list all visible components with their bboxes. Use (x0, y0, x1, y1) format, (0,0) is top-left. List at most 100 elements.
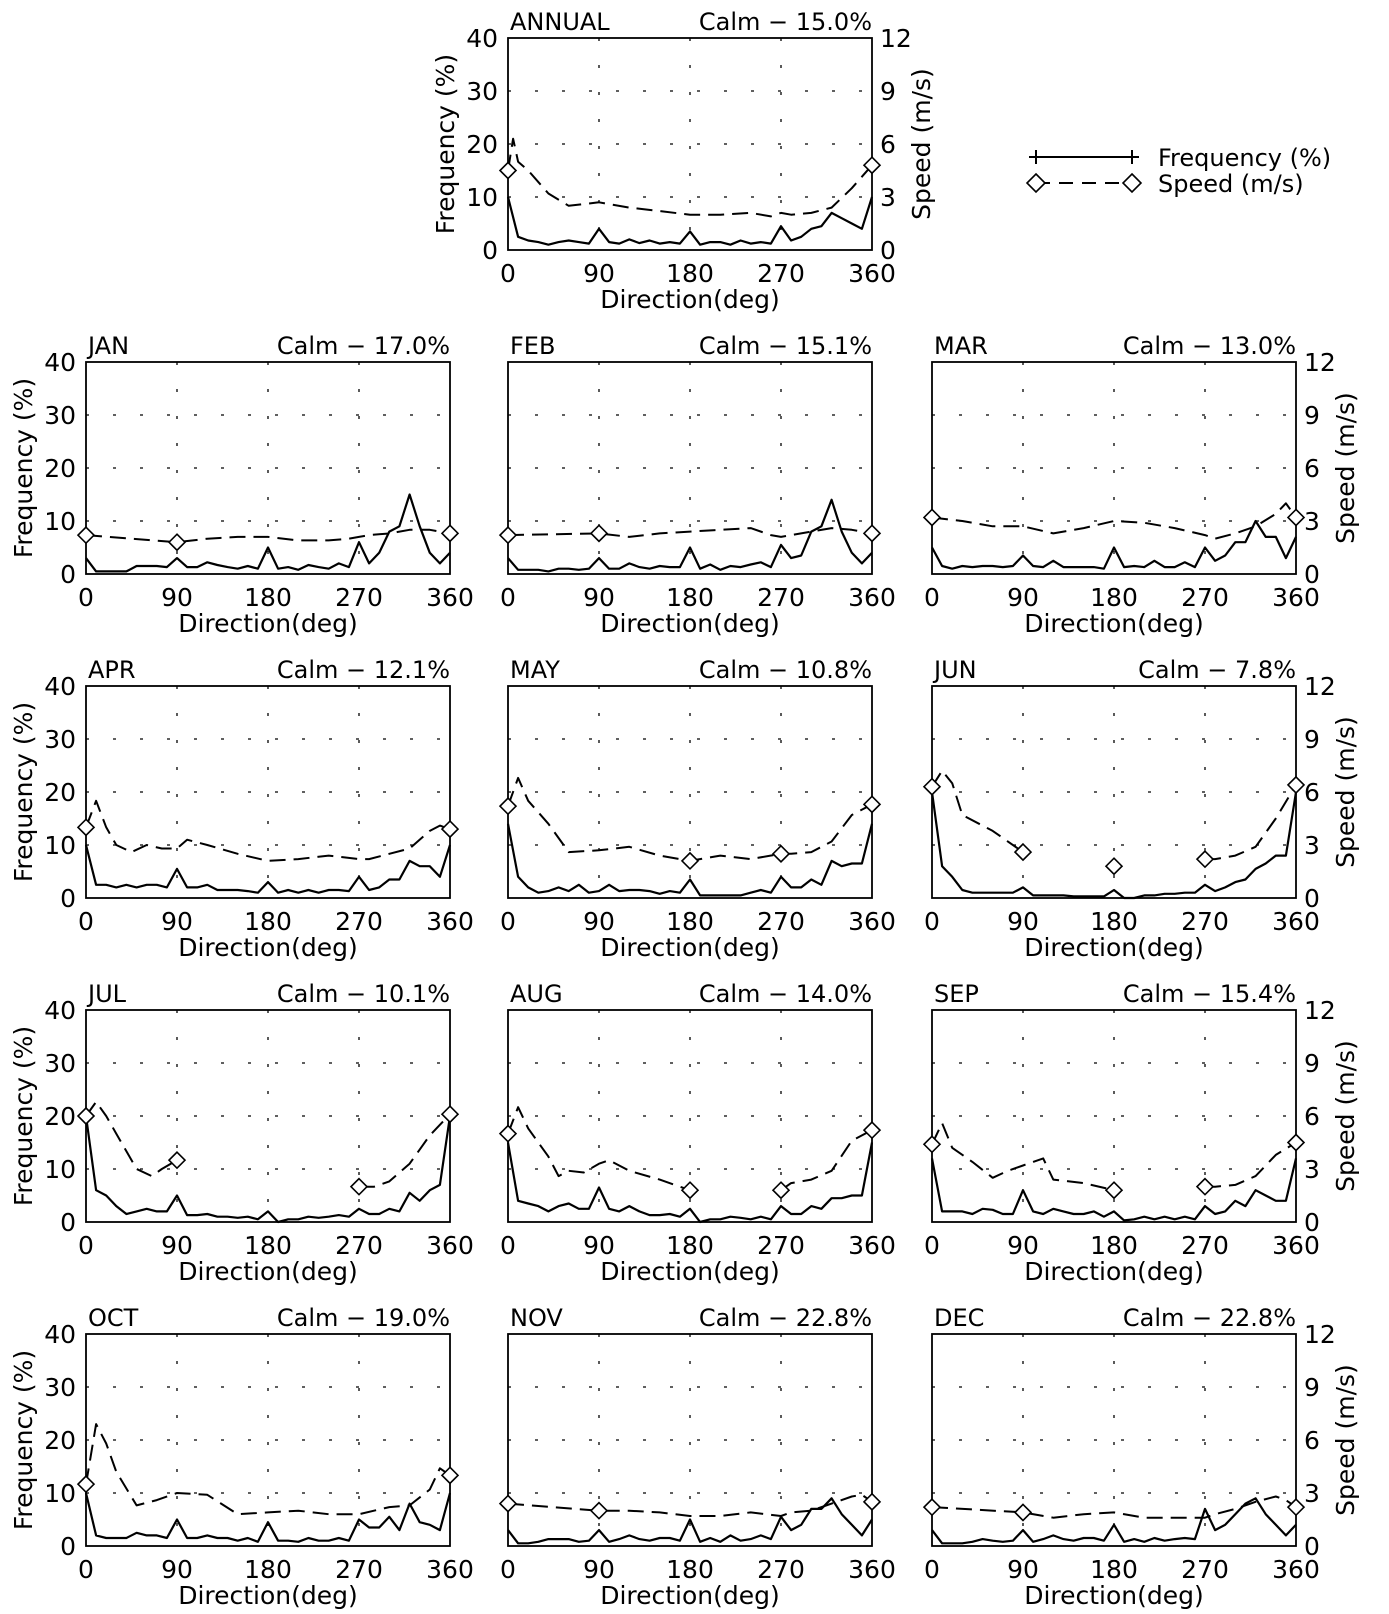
panel-title: SEP (934, 980, 979, 1008)
x-tick-label: 0 (78, 1555, 94, 1584)
calm-label: Calm − 12.1% (277, 656, 450, 684)
speed-line (507, 1493, 873, 1517)
x-tick-label: 180 (244, 907, 292, 936)
y-right-tick-label: 6 (880, 130, 896, 159)
calm-label: Calm − 15.4% (1123, 980, 1296, 1008)
y-right-tick-label: 9 (880, 77, 896, 106)
frequency-line (506, 823, 874, 897)
frequency-line (506, 196, 874, 246)
x-tick-label: 180 (244, 1231, 292, 1260)
x-axis-label: Direction(deg) (600, 285, 780, 314)
speed-marker (440, 524, 460, 543)
x-tick-label: 90 (583, 907, 615, 936)
x-tick-label: 90 (1007, 1555, 1039, 1584)
x-axis-label: Direction(deg) (1024, 1581, 1204, 1610)
x-tick-label: 0 (924, 1231, 940, 1260)
x-tick-label: 0 (924, 583, 940, 612)
y-left-tick-label: 40 (44, 996, 76, 1025)
y-right-tick-label: 12 (1304, 1320, 1336, 1349)
x-tick-label: 90 (161, 1231, 193, 1260)
y-right-axis-label: Speed (m/s) (1331, 716, 1360, 868)
calm-label: Calm − 15.1% (699, 332, 872, 360)
speed-marker (440, 1466, 460, 1485)
speed-marker (1286, 1497, 1306, 1517)
speed-marker (862, 156, 882, 175)
x-tick-label: 0 (78, 1231, 94, 1260)
x-tick-label: 270 (335, 1555, 383, 1584)
y-left-tick-label: 10 (44, 1479, 76, 1508)
speed-marker (922, 508, 942, 527)
panel-jul: JUL Calm − 10.1% 0 90 180 270 360 Direction(deg… (9, 980, 474, 1286)
calm-label: Calm − 15.0% (699, 8, 872, 36)
x-tick-label: 360 (848, 259, 896, 288)
y-left-tick-label: 40 (466, 24, 498, 53)
speed-marker (680, 851, 700, 871)
frequency-line (507, 498, 873, 573)
x-tick-label: 0 (924, 907, 940, 936)
x-tick-label: 180 (666, 259, 714, 288)
x-axis-label: Direction(deg) (178, 1581, 358, 1610)
legend-speed-label: Speed (m/s) (1158, 170, 1304, 198)
x-tick-label: 360 (848, 907, 896, 936)
calm-label: Calm − 19.0% (277, 1304, 450, 1332)
x-tick-label: 90 (583, 583, 615, 612)
speed-marker (771, 1181, 791, 1200)
x-tick-label: 180 (1090, 1231, 1138, 1260)
x-axis-label: Direction(deg) (600, 1257, 780, 1286)
speed-line (931, 769, 1024, 853)
legend: Frequency (%) Speed (m/s) (1025, 144, 1331, 198)
x-tick-label: 270 (335, 583, 383, 612)
speed-marker (1286, 775, 1306, 795)
y-right-tick-label: 0 (1304, 1532, 1320, 1561)
y-right-tick-label: 0 (1304, 1208, 1320, 1237)
speed-line (85, 1100, 178, 1178)
panel-sep: SEP Calm − 15.4%0 90 180 270 360Direction(deg… (922, 980, 1360, 1286)
speed-marker (922, 1135, 942, 1154)
frequency-line (931, 519, 1297, 570)
y-right-axis-label: Speed (m/s) (1331, 1040, 1360, 1192)
y-right-tick-label: 3 (880, 183, 896, 212)
y-left-tick-label: 10 (44, 507, 76, 536)
y-left-axis-label: Frequency (%) (9, 702, 38, 882)
speed-marker (771, 844, 791, 863)
frequency-line (84, 1492, 452, 1543)
speed-marker (862, 1120, 882, 1140)
plot-frame (931, 361, 1297, 575)
chart-panels: ANNUAL Calm − 15.0%0 90 180 270 360Direction(… (9, 8, 1360, 1610)
x-tick-label: 270 (757, 259, 805, 288)
speed-marker (76, 526, 96, 545)
frequency-line (930, 1158, 1298, 1222)
frequency-line (506, 1142, 874, 1224)
x-axis-label: Direction(deg) (178, 1257, 358, 1286)
x-tick-label: 360 (848, 583, 896, 612)
speed-marker (1195, 1177, 1215, 1196)
plot-frame (507, 37, 873, 251)
x-tick-label: 180 (1090, 1555, 1138, 1584)
speed-marker (349, 1177, 369, 1196)
y-right-tick-label: 6 (1304, 1426, 1320, 1455)
x-axis-label: Direction(deg) (600, 933, 780, 962)
plot-frame (507, 361, 873, 575)
x-tick-label: 360 (1272, 583, 1320, 612)
y-left-tick-label: 30 (44, 725, 76, 754)
speed-line (931, 1122, 1115, 1192)
x-tick-label: 360 (1272, 1555, 1320, 1584)
y-left-axis-label: Frequency (%) (431, 54, 460, 234)
x-tick-label: 180 (666, 907, 714, 936)
panel-dec: DEC Calm − 22.8%0 90 180 270 360Direction(deg… (922, 1304, 1360, 1610)
y-left-tick-label: 0 (60, 884, 76, 913)
x-tick-label: 360 (848, 1231, 896, 1260)
panel-title: APR (88, 656, 136, 684)
legend-speed-marker-start (1025, 172, 1047, 194)
panel-title: MAY (510, 656, 560, 684)
speed-marker (1286, 1133, 1306, 1152)
x-tick-label: 0 (500, 583, 516, 612)
speed-marker (589, 1501, 609, 1520)
calm-label: Calm − 10.1% (277, 980, 450, 1008)
x-tick-label: 270 (757, 907, 805, 936)
x-tick-label: 270 (335, 907, 383, 936)
y-left-tick-label: 20 (466, 130, 498, 159)
x-tick-label: 270 (757, 1231, 805, 1260)
x-tick-label: 360 (426, 1555, 474, 1584)
x-axis-label: Direction(deg) (1024, 1257, 1204, 1286)
